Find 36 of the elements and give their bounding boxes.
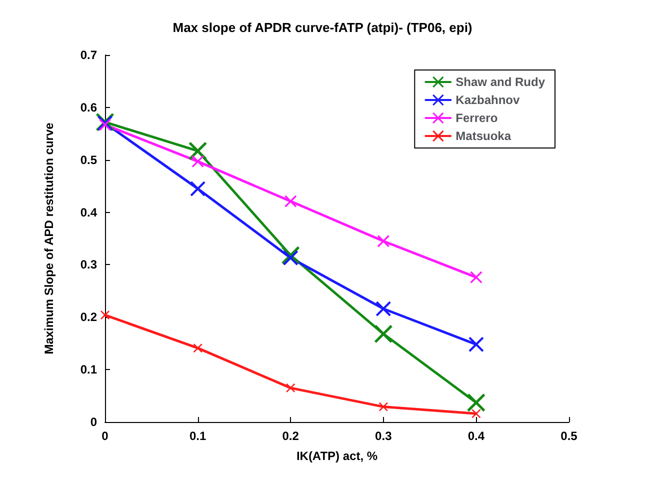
point bbox=[190, 181, 206, 196]
point bbox=[470, 271, 482, 284]
point bbox=[286, 383, 296, 392]
x-tick-label: 0.4 bbox=[468, 429, 485, 443]
point bbox=[467, 394, 486, 412]
point bbox=[283, 250, 298, 266]
y-tick-label: 0 bbox=[90, 415, 98, 429]
y-tick-label: 0.4 bbox=[80, 205, 98, 220]
y-tick-label: 0.6 bbox=[80, 100, 98, 114]
point bbox=[472, 409, 481, 418]
y-tick-label: 0.1 bbox=[80, 362, 98, 377]
legend-label: Shaw and Rudy bbox=[456, 75, 546, 89]
point bbox=[378, 402, 388, 412]
point bbox=[193, 344, 202, 353]
legend-label: Ferrero bbox=[456, 111, 498, 125]
x-axis-title: IK(ATP) act, % bbox=[296, 449, 378, 463]
y-tick-label: 0.3 bbox=[80, 258, 98, 272]
point bbox=[377, 235, 390, 248]
x-tick-label: 0.5 bbox=[560, 429, 578, 443]
legend-label: Matsuoka bbox=[456, 129, 512, 143]
legend-label: Kazbahnov bbox=[456, 93, 520, 107]
point bbox=[374, 324, 392, 343]
x-tick-label: 0.3 bbox=[375, 429, 392, 443]
y-axis-title: Maximum Slope of APD restitution curve bbox=[42, 122, 56, 354]
point bbox=[468, 336, 484, 352]
x-tick-label: 0.1 bbox=[189, 429, 206, 443]
point bbox=[192, 155, 204, 168]
point bbox=[284, 195, 297, 208]
y-tick-label: 0.2 bbox=[80, 310, 98, 324]
y-tick-label: 0.5 bbox=[80, 152, 98, 167]
x-tick-label: 0 bbox=[102, 429, 109, 443]
x-tick-label: 0.2 bbox=[282, 429, 300, 443]
y-tick-label: 0.7 bbox=[80, 48, 98, 62]
chart-title: Max slope of APDR curve-fATP (atpi)- (TP06, epi) bbox=[172, 20, 472, 35]
point bbox=[188, 142, 207, 160]
point bbox=[376, 301, 391, 316]
